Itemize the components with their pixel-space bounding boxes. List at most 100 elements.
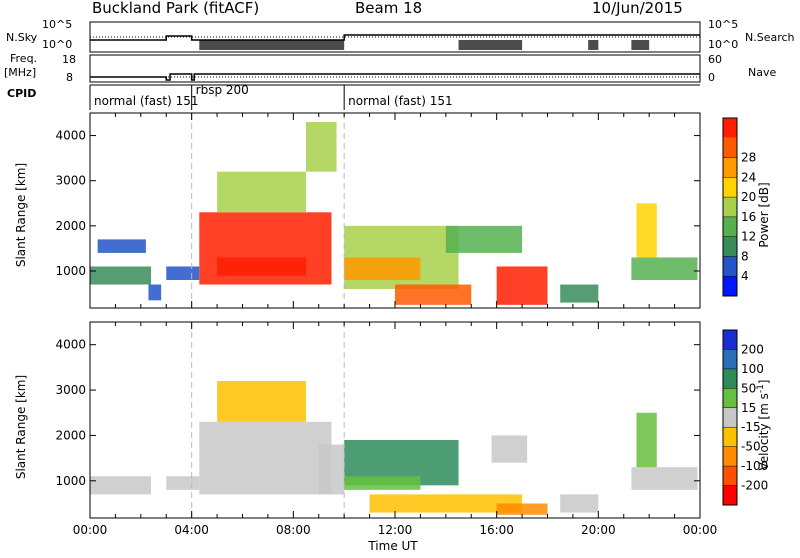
velocity-cb-swatch-3: [723, 388, 737, 408]
nsearch-tick-top: 10^5: [708, 18, 738, 31]
velocity-colorbar-label-sup: -1: [756, 384, 766, 393]
velocity-region-12: [636, 412, 657, 468]
power-ytick-label-3: 4000: [55, 129, 86, 143]
cpid-label: CPID: [7, 87, 36, 100]
power-cb-swatch-7: [723, 137, 737, 158]
velocity-xtick-label-6: 00:00: [683, 523, 718, 537]
velocity-region-2: [199, 421, 332, 495]
velocity-cb-swatch-5: [723, 427, 737, 447]
power-cb-swatch-5: [723, 177, 737, 198]
velocity-cb-tick-label-7: -200: [741, 479, 768, 493]
nsky-trace: [90, 34, 700, 50]
velocity-colorbar: 200 100 50 15 -15 -50 -100 -200: [722, 329, 768, 506]
velocity-panel: 1000 2000 3000 4000 00:00 04:00 08:00 12:00 16:0…: [55, 321, 718, 537]
velocity-cb-swatch-6: [723, 446, 737, 467]
velocity-cb-tick-label-5: -50: [741, 440, 761, 454]
velocity-ylabel: Slant Range [km]: [14, 375, 28, 479]
velocity-colorbar-label-main: Velocity [m s: [757, 393, 771, 470]
cpid-label-1: rbsp 200: [196, 83, 249, 97]
beam-label: Beam 18: [355, 0, 422, 17]
velocity-region-9: [491, 435, 528, 463]
power-region-12: [496, 266, 548, 305]
power-colorbar-label: Power [dB]: [757, 182, 771, 247]
nsky-tick-bottom: 10^0: [42, 38, 72, 51]
velocity-cb-swatch-1: [723, 349, 737, 369]
velocity-region-0: [90, 476, 151, 495]
power-region-3: [166, 266, 200, 281]
velocity-xtick-label-3: 12:00: [378, 523, 413, 537]
velocity-cb-frame: [722, 329, 738, 506]
power-region-9: [344, 257, 421, 281]
velocity-cb-swatch-0: [723, 330, 737, 350]
power-ylabel: Slant Range [km]: [14, 163, 28, 267]
velocity-ytick-label-2: 3000: [55, 383, 86, 397]
power-cb-tick-label-4: 20: [741, 190, 756, 204]
nave-label: Nave: [748, 66, 776, 79]
power-cb-tick-label-5: 24: [741, 170, 756, 184]
velocity-region-6: [344, 476, 421, 490]
freq-panel: [89, 54, 701, 83]
power-region-13: [560, 284, 599, 303]
velocity-cb-tick-label-4: -15: [741, 420, 761, 434]
velocity-xtick-label-2: 08:00: [276, 523, 311, 537]
power-cb-swatch-0: [723, 276, 737, 296]
freq-unit-label: [MHz]: [4, 66, 36, 79]
power-cb-swatch-3: [723, 216, 737, 237]
velocity-region-8: [496, 503, 548, 515]
power-region-15: [636, 203, 657, 258]
power-panel: 1000 2000 3000 4000: [55, 112, 701, 309]
power-cb-tick-label-0: 4: [741, 269, 749, 283]
velocity-region-1: [166, 476, 200, 490]
velocity-xtick-label-5: 20:00: [581, 523, 616, 537]
velocity-xtick-label-0: 00:00: [73, 523, 108, 537]
power-region-6: [217, 171, 307, 213]
velocity-cb-tick-label-3: 15: [741, 401, 756, 415]
nave-tick-bottom: 0: [708, 71, 715, 84]
station-title: Buckland Park (fitACF): [92, 0, 259, 17]
freq-trace: [90, 73, 700, 81]
power-region-2: [148, 284, 162, 301]
power-region-11: [445, 225, 523, 253]
nsearch-tick-bottom: 10^0: [708, 38, 738, 51]
velocity-region-7: [369, 494, 523, 513]
power-region-14: [631, 257, 698, 281]
power-cb-tick-label-6: 28: [741, 151, 756, 165]
power-region-5: [217, 257, 307, 276]
velocity-colorbar-label: Velocity [m s-1]: [756, 380, 771, 471]
velocity-cb-tick-label-1: 100: [741, 362, 764, 376]
power-cb-swatch-8: [723, 118, 737, 138]
power-cb-swatch-4: [723, 197, 737, 217]
velocity-cb-swatch-7: [723, 466, 737, 486]
nsky-panel: [89, 21, 701, 53]
nsky-dense-3: [631, 40, 650, 50]
velocity-ytick-label-1: 2000: [55, 428, 86, 442]
velocity-cb-swatch-8: [723, 485, 737, 505]
velocity-colorbar-label-end: ]: [757, 380, 771, 385]
power-cb-tick-label-2: 12: [741, 230, 756, 244]
power-cb-frame: [722, 117, 738, 297]
power-cb-tick-label-1: 8: [741, 249, 749, 263]
velocity-region-11: [631, 467, 698, 490]
power-cb-swatch-2: [723, 236, 737, 257]
nsky-dense-1: [458, 40, 523, 50]
power-region-7: [306, 122, 337, 172]
power-cb-tick-label-3: 16: [741, 210, 756, 224]
date-label: 10/Jun/2015: [592, 0, 683, 17]
velocity-ytick-label-3: 4000: [55, 338, 86, 352]
xaxis-label: Time UT: [367, 539, 418, 553]
nsky-tick-top: 10^5: [42, 18, 72, 31]
velocity-region-4: [318, 444, 345, 495]
power-ytick-label-2: 3000: [55, 174, 86, 188]
power-cb-swatch-6: [723, 157, 737, 178]
power-region-1: [97, 239, 146, 253]
nsearch-label: N.Search: [745, 31, 795, 44]
freq-tick-top: 18: [62, 53, 76, 66]
velocity-cb-tick-label-0: 200: [741, 342, 764, 356]
power-cb-swatch-1: [723, 256, 737, 277]
nsky-dense-0: [199, 40, 345, 50]
velocity-region-10: [560, 494, 599, 513]
velocity-xtick-label-1: 04:00: [174, 523, 209, 537]
freq-line: [90, 73, 700, 81]
